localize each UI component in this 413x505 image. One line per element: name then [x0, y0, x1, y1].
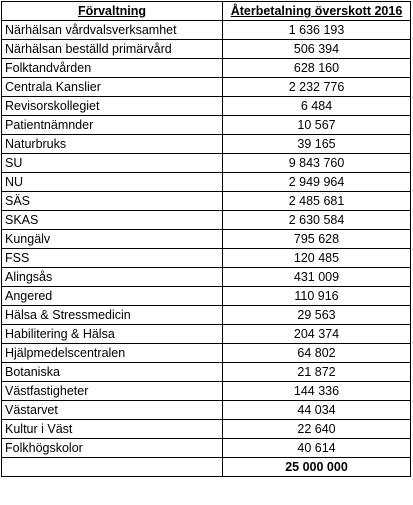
forvaltning-cell[interactable]: Folktandvården	[1, 58, 223, 78]
amount-cell[interactable]: 120 485	[222, 248, 411, 268]
amount-cell[interactable]: 506 394	[222, 39, 411, 59]
forvaltning-cell[interactable]: SÄS	[1, 191, 223, 211]
total-value-cell[interactable]: 25 000 000	[222, 457, 411, 477]
table-row: Folktandvården 628 160	[1, 58, 411, 78]
table-row: Folkhögskolor 40 614	[1, 438, 411, 458]
table-row: Alingsås 431 009	[1, 267, 411, 287]
forvaltning-cell[interactable]: SKAS	[1, 210, 223, 230]
forvaltning-cell[interactable]: Västfastigheter	[1, 381, 223, 401]
forvaltning-cell[interactable]: Hjälpmedelscentralen	[1, 343, 223, 363]
header-row: Förvaltning Återbetalning överskott 2016	[1, 1, 411, 21]
forvaltning-cell[interactable]: Hälsa & Stressmedicin	[1, 305, 223, 325]
table-row: NU 2 949 964	[1, 172, 411, 192]
amount-cell[interactable]: 10 567	[222, 115, 411, 135]
forvaltning-cell[interactable]: FSS	[1, 248, 223, 268]
forvaltning-cell[interactable]: NU	[1, 172, 223, 192]
forvaltning-cell[interactable]: Västarvet	[1, 400, 223, 420]
amount-cell[interactable]: 144 336	[222, 381, 411, 401]
amount-cell[interactable]: 110 916	[222, 286, 411, 306]
amount-cell[interactable]: 204 374	[222, 324, 411, 344]
table-row: Västfastigheter 144 336	[1, 381, 411, 401]
forvaltning-cell[interactable]: Angered	[1, 286, 223, 306]
table-row: Naturbruks 39 165	[1, 134, 411, 154]
forvaltning-cell[interactable]: Alingsås	[1, 267, 223, 287]
amount-cell[interactable]: 22 640	[222, 419, 411, 439]
table-row: Kungälv 795 628	[1, 229, 411, 249]
table-row: SKAS 2 630 584	[1, 210, 411, 230]
repayment-table: Förvaltning Återbetalning överskott 2016…	[1, 1, 411, 477]
amount-cell[interactable]: 795 628	[222, 229, 411, 249]
amount-cell[interactable]: 29 563	[222, 305, 411, 325]
forvaltning-cell[interactable]: SU	[1, 153, 223, 173]
table-row: SU 9 843 760	[1, 153, 411, 173]
amount-cell[interactable]: 1 636 193	[222, 20, 411, 40]
amount-cell[interactable]: 64 802	[222, 343, 411, 363]
table-row: Patientnämnder 10 567	[1, 115, 411, 135]
table-row: FSS 120 485	[1, 248, 411, 268]
table-row: Revisorskollegiet 6 484	[1, 96, 411, 116]
forvaltning-cell[interactable]: Patientnämnder	[1, 115, 223, 135]
forvaltning-cell[interactable]: Kungälv	[1, 229, 223, 249]
forvaltning-cell[interactable]: Habilitering & Hälsa	[1, 324, 223, 344]
forvaltning-cell[interactable]: Centrala Kanslier	[1, 77, 223, 97]
total-row: 25 000 000	[1, 457, 411, 477]
amount-cell[interactable]: 628 160	[222, 58, 411, 78]
amount-cell[interactable]: 2 232 776	[222, 77, 411, 97]
table-row: Angered 110 916	[1, 286, 411, 306]
amount-cell[interactable]: 44 034	[222, 400, 411, 420]
table-row: Västarvet 44 034	[1, 400, 411, 420]
forvaltning-cell[interactable]: Naturbruks	[1, 134, 223, 154]
forvaltning-cell[interactable]: Folkhögskolor	[1, 438, 223, 458]
header-aterbetalning[interactable]: Återbetalning överskott 2016	[222, 1, 411, 21]
header-forvaltning[interactable]: Förvaltning	[1, 1, 223, 21]
total-label-cell[interactable]	[1, 457, 223, 477]
amount-cell[interactable]: 431 009	[222, 267, 411, 287]
forvaltning-cell[interactable]: Närhälsan vårdvalsverksamhet	[1, 20, 223, 40]
amount-cell[interactable]: 2 630 584	[222, 210, 411, 230]
table-body: Närhälsan vårdvalsverksamhet 1 636 193 När…	[1, 20, 411, 458]
amount-cell[interactable]: 6 484	[222, 96, 411, 116]
table-row: Hjälpmedelscentralen 64 802	[1, 343, 411, 363]
amount-cell[interactable]: 2 485 681	[222, 191, 411, 211]
amount-cell[interactable]: 9 843 760	[222, 153, 411, 173]
forvaltning-cell[interactable]: Revisorskollegiet	[1, 96, 223, 116]
amount-cell[interactable]: 2 949 964	[222, 172, 411, 192]
table-row: Närhälsan vårdvalsverksamhet 1 636 193	[1, 20, 411, 40]
table-row: Närhälsan beställd primärvård 506 394	[1, 39, 411, 59]
forvaltning-cell[interactable]: Närhälsan beställd primärvård	[1, 39, 223, 59]
amount-cell[interactable]: 39 165	[222, 134, 411, 154]
amount-cell[interactable]: 21 872	[222, 362, 411, 382]
table-row: Centrala Kanslier 2 232 776	[1, 77, 411, 97]
table-row: Habilitering & Hälsa 204 374	[1, 324, 411, 344]
table-row: SÄS 2 485 681	[1, 191, 411, 211]
table-row: Hälsa & Stressmedicin 29 563	[1, 305, 411, 325]
forvaltning-cell[interactable]: Botaniska	[1, 362, 223, 382]
table-row: Kultur i Väst 22 640	[1, 419, 411, 439]
amount-cell[interactable]: 40 614	[222, 438, 411, 458]
forvaltning-cell[interactable]: Kultur i Väst	[1, 419, 223, 439]
table-row: Botaniska 21 872	[1, 362, 411, 382]
